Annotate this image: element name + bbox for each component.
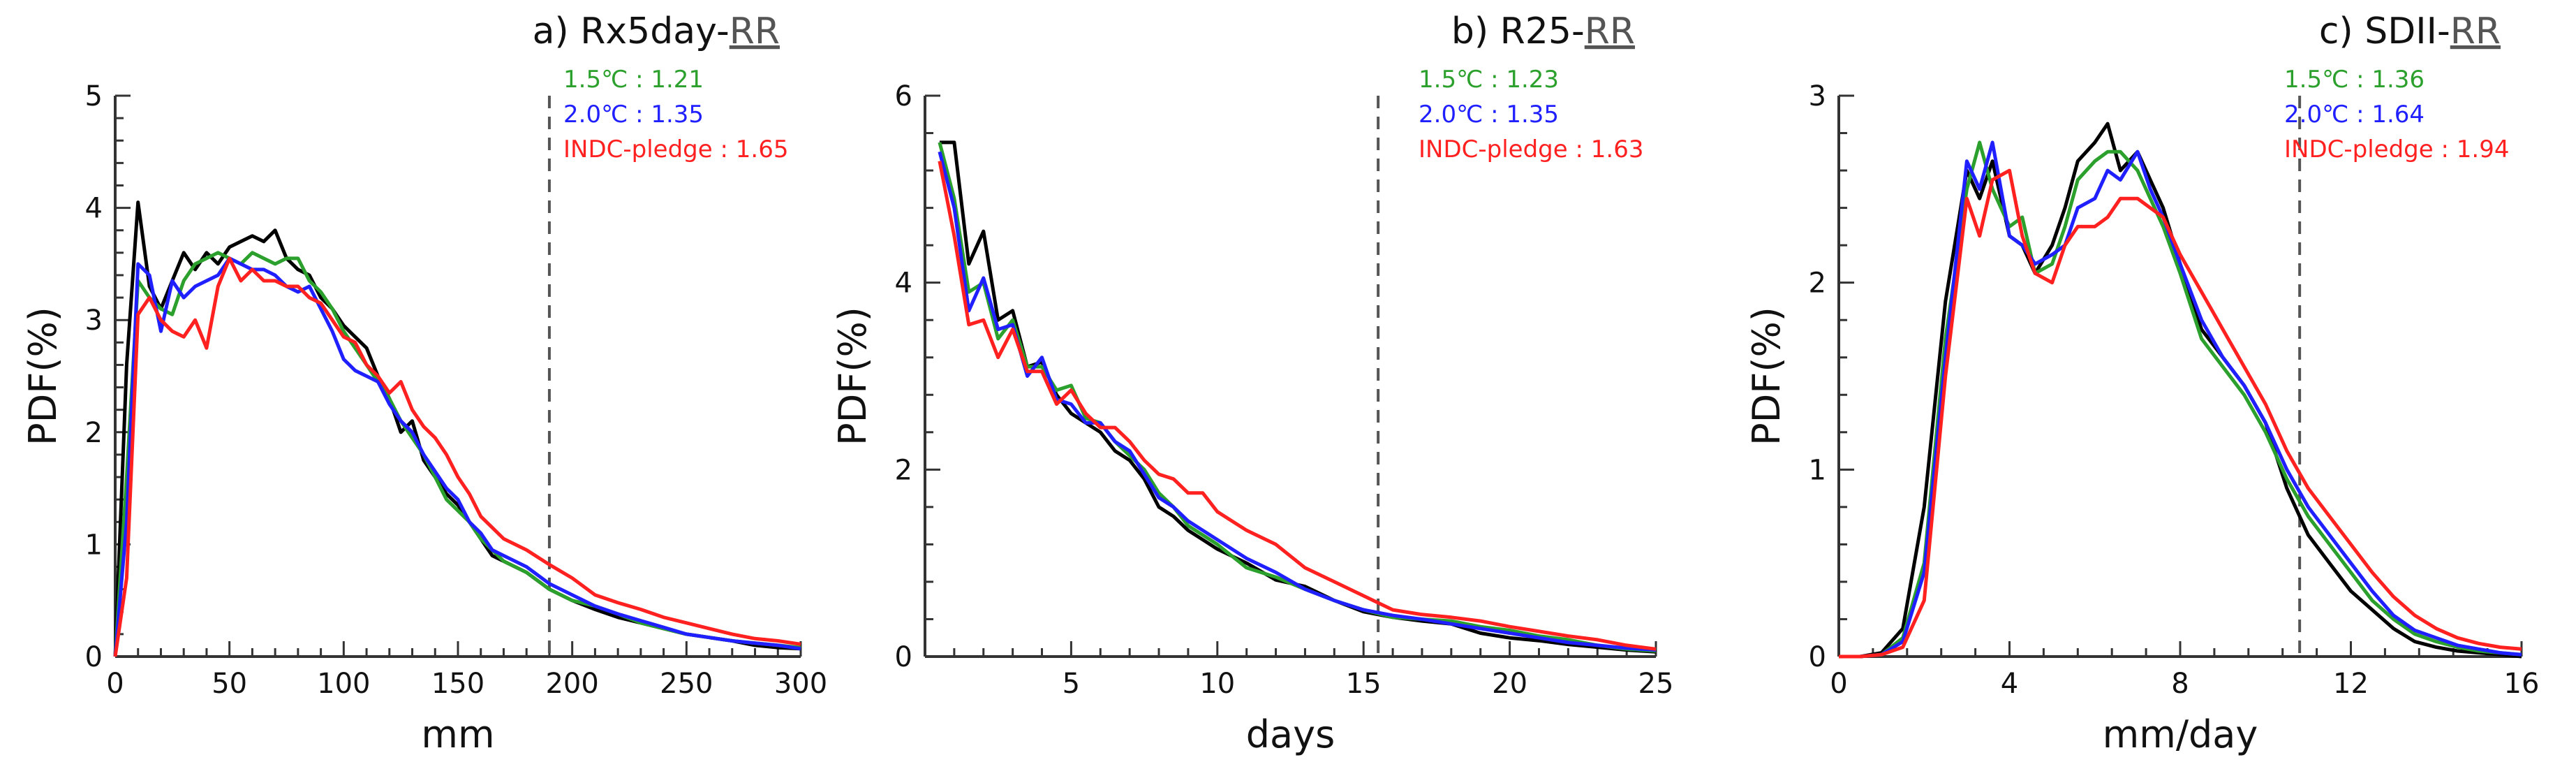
y-tick-label: 3	[85, 305, 103, 337]
legend-value: 1.23	[1506, 66, 1559, 94]
x-axis-label: mm/day	[2103, 712, 2258, 756]
x-tick-label: 15	[1346, 668, 1382, 700]
panel-title-prefix: b) R25-	[1451, 10, 1585, 52]
x-tick-label: 4	[2001, 668, 2018, 700]
y-tick-label: 6	[895, 80, 912, 112]
legend-value: 1.35	[651, 101, 704, 129]
series-line-1-5-	[113, 251, 801, 657]
y-tick-label: 5	[85, 80, 103, 112]
legend-value: 1.63	[1591, 136, 1644, 163]
legend-entry: INDC-pledge : 1.94	[2284, 136, 2509, 163]
x-tick-label: 300	[774, 668, 827, 700]
legend-value: 1.94	[2457, 136, 2510, 163]
legend-entry: INDC-pledge : 1.63	[1419, 136, 1643, 163]
y-axis-label: PDF(%)	[1745, 307, 1789, 446]
chart-panel-2: 0 2 4 6 5 10 15 20 25 days PDF(%) b) R25-RR 1.5℃ : 1…	[831, 10, 1673, 756]
y-axis-label: PDF(%)	[831, 307, 875, 446]
x-tick-label: 5	[1063, 668, 1080, 700]
panel-title-prefix: a) Rx5day-	[533, 10, 730, 52]
legend-label: 2.0℃ :	[2284, 101, 2371, 129]
x-tick-label: 0	[1830, 668, 1847, 700]
legend-entry: 1.5℃ : 1.36	[2284, 66, 2425, 94]
series-line-indc-pledge	[113, 256, 801, 657]
x-axis-label: days	[1246, 712, 1335, 756]
panel-title-prefix: c) SDII-	[2319, 10, 2450, 52]
legend-label: INDC-pledge :	[563, 136, 736, 163]
panel-title-suffix: RR	[730, 10, 780, 52]
y-tick-label: 2	[85, 417, 103, 449]
legend-label: 1.5℃ :	[1419, 66, 1506, 94]
legend-value: 1.21	[651, 66, 704, 94]
legend-label: INDC-pledge :	[1419, 136, 1591, 163]
y-tick-label: 0	[895, 641, 912, 673]
series-line-indc-pledge	[938, 161, 1657, 651]
y-tick-label: 0	[1809, 641, 1826, 673]
legend-entry: 1.5℃ : 1.23	[1419, 66, 1559, 94]
series-line-2-0-	[938, 151, 1657, 652]
x-tick-label: 150	[431, 668, 484, 700]
series-line-2-0-	[113, 256, 801, 657]
x-tick-label: 16	[2504, 668, 2540, 700]
legend-label: 2.0℃ :	[1419, 101, 1506, 129]
legend-entry: 2.0℃ : 1.35	[563, 101, 704, 129]
series-line-baseline	[113, 200, 801, 657]
legend-entry: 1.5℃ : 1.21	[563, 66, 704, 94]
legend-value: 1.35	[1506, 101, 1559, 129]
legend-entry: 2.0℃ : 1.64	[2284, 101, 2425, 129]
legend-value: 1.36	[2371, 66, 2425, 94]
legend-label: 2.0℃ :	[563, 101, 651, 129]
series-line-baseline	[939, 140, 1657, 654]
series-line-1-5-	[1839, 140, 2522, 659]
y-tick-label: 2	[895, 454, 912, 486]
y-axis-label: PDF(%)	[21, 307, 65, 446]
x-tick-label: 50	[212, 668, 247, 700]
series-line-2-0-	[1839, 140, 2522, 659]
y-tick-label: 1	[1809, 454, 1826, 486]
y-tick-label: 2	[1809, 268, 1826, 300]
y-tick-label: 0	[85, 641, 103, 673]
x-tick-label: 250	[660, 668, 713, 700]
panel-title-suffix: RR	[1585, 10, 1635, 52]
x-axis-label: mm	[421, 712, 494, 756]
x-tick-label: 0	[106, 668, 124, 700]
x-tick-label: 10	[1199, 668, 1235, 700]
legend-entry: INDC-pledge : 1.65	[563, 136, 788, 163]
panel-title: b) R25-RR	[1451, 10, 1635, 52]
x-tick-label: 20	[1492, 668, 1527, 700]
panel-title-suffix: RR	[2450, 10, 2501, 52]
y-tick-label: 3	[1809, 80, 1826, 112]
x-tick-label: 8	[2171, 668, 2189, 700]
y-tick-label: 4	[85, 193, 103, 225]
x-tick-label: 100	[317, 668, 370, 700]
y-tick-label: 4	[895, 268, 912, 300]
legend-label: 1.5℃ :	[2284, 66, 2371, 94]
legend-entry: 2.0℃ : 1.35	[1419, 101, 1559, 129]
legend-value: 1.65	[736, 136, 789, 163]
y-tick-label: 1	[85, 529, 103, 561]
series-line-1-5-	[938, 142, 1657, 653]
legend-label: INDC-pledge :	[2284, 136, 2457, 163]
x-tick-label: 12	[2333, 668, 2369, 700]
x-tick-label: 200	[545, 668, 598, 700]
x-tick-label: 25	[1638, 668, 1674, 700]
panel-title: c) SDII-RR	[2319, 10, 2501, 52]
legend-value: 1.64	[2371, 101, 2425, 129]
panel-title: a) Rx5day-RR	[533, 10, 780, 52]
legend-label: 1.5℃ :	[563, 66, 651, 94]
series-line-indc-pledge	[1839, 168, 2522, 659]
